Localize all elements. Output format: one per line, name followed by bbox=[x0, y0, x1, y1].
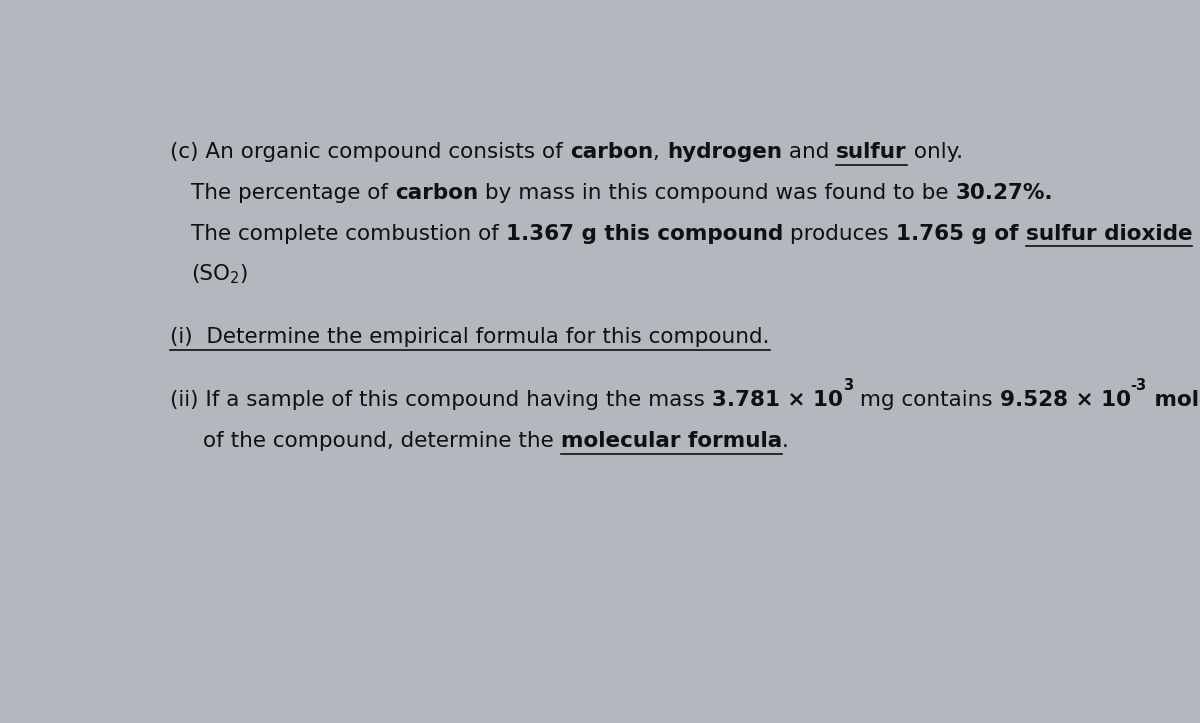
Text: by mass in this compound was found to be: by mass in this compound was found to be bbox=[478, 183, 955, 203]
Text: (SO: (SO bbox=[191, 265, 230, 284]
Text: produces: produces bbox=[782, 223, 895, 244]
Text: and: and bbox=[782, 142, 836, 163]
Text: carbon: carbon bbox=[570, 142, 653, 163]
Text: hydrogen: hydrogen bbox=[667, 142, 782, 163]
Text: 2: 2 bbox=[230, 271, 239, 286]
Text: carbon: carbon bbox=[395, 183, 478, 203]
Text: molecular formula: molecular formula bbox=[560, 431, 782, 451]
Text: ): ) bbox=[239, 265, 247, 284]
Text: 1.765 g of: 1.765 g of bbox=[895, 223, 1026, 244]
Text: 30.27%.: 30.27%. bbox=[955, 183, 1052, 203]
Text: (ii) If a sample of this compound having the mass: (ii) If a sample of this compound having… bbox=[170, 390, 713, 411]
Text: sulfur dioxide: sulfur dioxide bbox=[1026, 223, 1192, 244]
Text: 1.367 g this compound: 1.367 g this compound bbox=[505, 223, 782, 244]
Text: (c) An organic compound consists of: (c) An organic compound consists of bbox=[170, 142, 570, 163]
Text: moles: moles bbox=[1147, 390, 1200, 411]
Text: 3.781 × 10: 3.781 × 10 bbox=[713, 390, 844, 411]
Text: The percentage of: The percentage of bbox=[191, 183, 395, 203]
Text: mg contains: mg contains bbox=[853, 390, 1000, 411]
Text: 9.528 × 10: 9.528 × 10 bbox=[1000, 390, 1130, 411]
Text: 3: 3 bbox=[844, 378, 853, 393]
Text: sulfur: sulfur bbox=[836, 142, 907, 163]
Text: only.: only. bbox=[907, 142, 962, 163]
Text: -3: -3 bbox=[1130, 378, 1147, 393]
Text: (i)  Determine the empirical formula for this compound.: (i) Determine the empirical formula for … bbox=[170, 328, 770, 347]
Text: of the compound, determine the: of the compound, determine the bbox=[203, 431, 560, 451]
Text: The complete combustion of: The complete combustion of bbox=[191, 223, 505, 244]
Text: ,: , bbox=[653, 142, 667, 163]
Text: .: . bbox=[782, 431, 788, 451]
